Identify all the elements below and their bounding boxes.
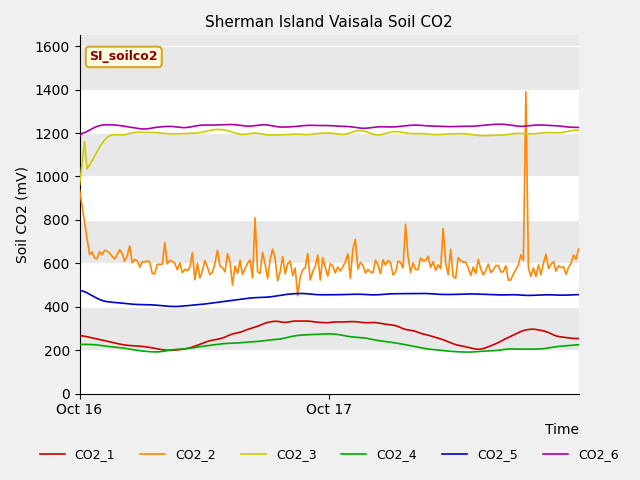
CO2_5 [171, 304, 179, 310]
CO2_3 [168, 131, 176, 137]
Line: CO2_5: CO2_5 [79, 290, 579, 307]
CO2_2 [537, 272, 545, 278]
CO2_4 [555, 344, 563, 349]
CO2_6 [495, 121, 502, 127]
CO2_2 [76, 187, 83, 192]
CO2_1 [76, 333, 83, 338]
Legend: CO2_1, CO2_2, CO2_3, CO2_4, CO2_5, CO2_6: CO2_1, CO2_2, CO2_3, CO2_4, CO2_5, CO2_6 [35, 443, 623, 466]
Line: CO2_6: CO2_6 [79, 124, 579, 136]
CO2_5 [76, 288, 83, 293]
CO2_3 [534, 131, 542, 136]
CO2_6 [575, 124, 582, 130]
CO2_1 [291, 318, 299, 324]
CO2_6 [534, 122, 542, 128]
CO2_2 [294, 293, 301, 299]
Bar [79, 90, 579, 133]
X-axis label: Time: Time [545, 423, 579, 437]
CO2_4 [324, 331, 332, 337]
CO2_5 [168, 303, 176, 309]
Line: CO2_3: CO2_3 [79, 130, 579, 185]
CO2_5 [534, 292, 542, 298]
CO2_4 [575, 342, 582, 348]
CO2_1 [166, 348, 173, 353]
CO2_4 [96, 342, 104, 348]
CO2_1 [537, 327, 545, 333]
CO2_1 [555, 334, 563, 339]
CO2_6 [106, 122, 113, 128]
CO2_4 [76, 341, 83, 347]
CO2_1 [211, 337, 219, 343]
CO2_1 [171, 347, 179, 353]
CO2_1 [96, 336, 104, 342]
CO2_3 [214, 127, 221, 132]
CO2_5 [211, 300, 219, 306]
Bar [79, 264, 579, 307]
CO2_2 [168, 259, 176, 264]
CO2_5 [96, 297, 104, 302]
CO2_2 [522, 89, 530, 95]
CO2_2 [209, 269, 216, 275]
Bar [79, 350, 579, 394]
CO2_5 [552, 292, 560, 298]
CO2_4 [106, 344, 113, 349]
CO2_4 [168, 347, 176, 353]
Line: CO2_4: CO2_4 [79, 334, 579, 352]
CO2_5 [575, 292, 582, 298]
CO2_4 [209, 342, 216, 348]
CO2_2 [555, 263, 563, 269]
CO2_2 [575, 246, 582, 252]
CO2_1 [575, 336, 582, 341]
CO2_4 [465, 349, 472, 355]
CO2_6 [76, 133, 83, 139]
CO2_3 [96, 144, 104, 150]
Y-axis label: Soil CO2 (mV): Soil CO2 (mV) [15, 166, 29, 263]
CO2_3 [552, 130, 560, 136]
Bar [79, 177, 579, 220]
CO2_3 [209, 127, 216, 133]
CO2_1 [106, 339, 113, 345]
CO2_3 [76, 182, 83, 188]
CO2_2 [106, 251, 113, 256]
Line: CO2_2: CO2_2 [79, 92, 579, 296]
Line: CO2_1: CO2_1 [79, 321, 579, 350]
Text: SI_soilco2: SI_soilco2 [90, 50, 158, 63]
CO2_6 [168, 124, 176, 130]
CO2_6 [96, 123, 104, 129]
CO2_2 [96, 249, 104, 255]
CO2_3 [106, 133, 113, 139]
CO2_5 [106, 299, 113, 305]
CO2_3 [575, 127, 582, 133]
CO2_6 [209, 122, 216, 128]
CO2_6 [552, 123, 560, 129]
Title: Sherman Island Vaisala Soil CO2: Sherman Island Vaisala Soil CO2 [205, 15, 453, 30]
CO2_4 [537, 346, 545, 352]
